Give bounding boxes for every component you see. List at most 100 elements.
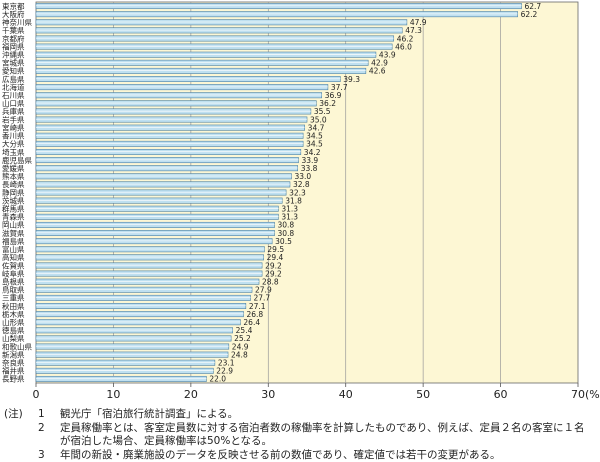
value-label: 46.0 — [395, 42, 412, 51]
category-label: 岐阜県 — [2, 268, 25, 278]
category-label: 静岡県 — [2, 187, 25, 197]
category-label: 埼玉県 — [2, 147, 25, 157]
value-label: 32.8 — [293, 180, 310, 189]
note-2: 2 定員稼働率とは、客室定員数に対する宿泊者数の稼働率を計算したものであり、例え… — [4, 422, 596, 436]
category-label: 栃木県 — [2, 309, 25, 319]
value-label: 35.5 — [314, 107, 331, 116]
x-unit-label: (%) — [585, 388, 600, 401]
note-1: (注) 1 観光庁「宿泊旅行統計調査」による。 — [4, 408, 596, 422]
value-label: 22.0 — [209, 375, 226, 384]
category-label: 愛媛県 — [2, 163, 25, 173]
category-label: 滋賀県 — [2, 228, 25, 238]
value-label: 31.3 — [281, 205, 298, 214]
category-label: 鳥取県 — [2, 285, 25, 295]
value-label: 34.5 — [306, 140, 323, 149]
category-label: 兵庫県 — [2, 106, 25, 116]
value-label: 30.5 — [275, 237, 292, 246]
x-tick-label: 60 — [494, 388, 508, 401]
value-label: 34.5 — [306, 132, 323, 141]
category-label: 福岡県 — [2, 42, 25, 51]
category-label: 石川県 — [2, 91, 25, 100]
category-label: 秋田県 — [2, 301, 25, 311]
note-text: 定員稼働率とは、客室定員数に対する宿泊者数の稼働率を計算したものであり、例えば、… — [60, 421, 585, 434]
category-label: 佐賀県 — [2, 260, 25, 270]
category-label: 大分県 — [2, 139, 25, 149]
value-label: 47.9 — [410, 18, 427, 27]
value-label: 33.8 — [301, 164, 318, 173]
value-label: 27.9 — [255, 286, 272, 295]
value-label: 26.4 — [243, 318, 260, 327]
value-label: 33.9 — [301, 156, 318, 165]
value-label: 62.2 — [521, 10, 538, 19]
note-number: 3 — [38, 448, 45, 461]
category-label: 和歌山県 — [2, 341, 32, 351]
value-label: 29.4 — [267, 253, 284, 262]
category-label: 京都府 — [2, 33, 25, 43]
value-label: 26.8 — [247, 310, 264, 319]
category-label: 熊本県 — [2, 171, 25, 181]
note-3: 3 年間の新設・廃業施設のデータを反映させる前の数値であり、確定値では若干の変更… — [4, 449, 596, 462]
category-label: 沖縄県 — [2, 49, 25, 59]
category-label: 千葉県 — [2, 25, 25, 35]
value-label: 31.8 — [285, 196, 302, 205]
value-label: 42.9 — [371, 59, 388, 68]
value-label: 36.2 — [319, 99, 336, 108]
chart-svg: 0 10 20 30 40 50 60 70(%) 東京都 62.7 大阪府 62.2 神奈川県 47.9… — [2, 1, 600, 401]
note-text: 年間の新設・廃業施設のデータを反映させる前の数値であり、確定値では若干の変更があ… — [60, 448, 501, 461]
category-label: 三重県 — [2, 294, 25, 303]
category-label: 奈良県 — [2, 358, 25, 368]
x-tick-label: 30 — [261, 388, 275, 401]
category-label: 宮崎県 — [2, 122, 25, 132]
value-label: 27.1 — [249, 302, 266, 311]
category-label: 群馬県 — [2, 204, 25, 214]
category-label: 福井県 — [2, 366, 25, 376]
category-label: 高知県 — [2, 252, 25, 262]
category-label: 富山県 — [2, 244, 25, 254]
value-label: 24.8 — [231, 350, 248, 359]
category-label: 新潟県 — [2, 349, 25, 359]
note-number: 1 — [38, 408, 45, 420]
value-label: 27.7 — [253, 294, 270, 303]
category-label: 長崎県 — [2, 179, 25, 189]
category-label: 岡山県 — [2, 220, 25, 230]
category-label: 香川県 — [2, 131, 25, 141]
notes-tag: (注) — [4, 408, 23, 420]
value-label: 34.2 — [304, 148, 321, 157]
value-label: 37.7 — [331, 83, 348, 92]
occupancy-bar-chart: 0 10 20 30 40 50 60 70(%) 東京都 62.7 大阪府 62.2 神奈川県 47.9… — [2, 1, 600, 401]
value-label: 25.4 — [236, 326, 253, 335]
category-label: 大阪府 — [2, 9, 25, 19]
value-label: 33.0 — [295, 172, 312, 181]
category-label: 山形県 — [2, 317, 25, 327]
category-label: 神奈川県 — [2, 17, 32, 27]
x-tick-label: 0 — [33, 388, 40, 401]
value-label: 34.7 — [308, 123, 325, 132]
notes: (注) 1 観光庁「宿泊旅行統計調査」による。 2 定員稼働率とは、客室定員数に… — [4, 408, 596, 462]
value-label: 42.6 — [369, 67, 386, 76]
value-label: 30.8 — [277, 221, 294, 230]
category-label: 東京都 — [2, 1, 25, 11]
value-label: 28.8 — [262, 277, 279, 286]
category-label: 徳島県 — [2, 325, 25, 335]
category-label: 広島県 — [2, 74, 25, 84]
category-label: 茨城県 — [2, 195, 25, 205]
x-tick-label: 20 — [184, 388, 198, 401]
value-label: 39.3 — [343, 75, 360, 84]
category-label: 北海道 — [2, 82, 25, 92]
value-label: 29.5 — [267, 245, 284, 254]
category-label: 鹿児島県 — [2, 155, 32, 165]
value-label: 32.3 — [289, 188, 306, 197]
x-tick-label: 40 — [339, 388, 353, 401]
value-label: 25.2 — [234, 334, 251, 343]
value-label: 62.7 — [524, 2, 541, 11]
x-tick-label: 50 — [416, 388, 430, 401]
value-label: 22.9 — [216, 367, 233, 376]
value-label: 35.0 — [310, 115, 327, 124]
value-label: 46.2 — [397, 34, 414, 43]
value-label: 23.1 — [218, 359, 235, 368]
category-label: 青森県 — [2, 212, 25, 222]
value-label: 30.8 — [277, 229, 294, 238]
value-label: 29.2 — [265, 269, 282, 278]
x-tick-label: 70 — [571, 388, 585, 401]
category-label: 福島県 — [2, 236, 25, 246]
